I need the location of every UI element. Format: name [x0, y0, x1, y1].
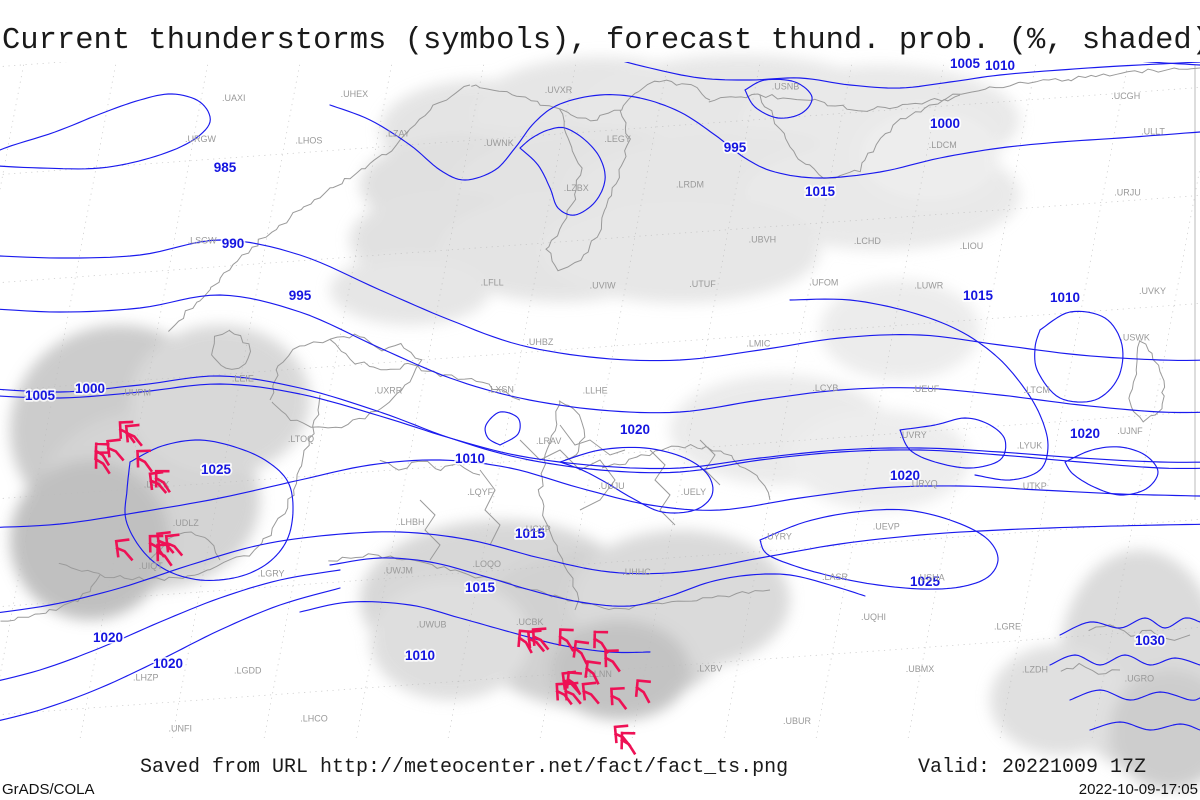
svg-text:.UGRO: .UGRO: [1125, 673, 1155, 683]
svg-text:.LGDD: .LGDD: [234, 666, 262, 676]
svg-text:.UAXI: .UAXI: [222, 93, 246, 103]
svg-text:.UUJU: .UUJU: [598, 481, 625, 491]
svg-text:.LMIC: .LMIC: [746, 339, 771, 349]
svg-text:Valid: 20221009 17Z: Valid: 20221009 17Z: [918, 756, 1146, 779]
svg-text:1020: 1020: [620, 422, 650, 437]
svg-text:.URYQ: .URYQ: [909, 478, 937, 488]
svg-text:.UWUB: .UWUB: [417, 620, 447, 630]
svg-text:1020: 1020: [1070, 426, 1100, 441]
svg-text:.UQHI: .UQHI: [861, 612, 886, 622]
svg-text:.UELY: .UELY: [681, 487, 706, 497]
svg-text:.UVIW: .UVIW: [590, 281, 617, 291]
svg-text:1005: 1005: [25, 388, 56, 403]
svg-text:.LXBV: .LXBV: [697, 664, 723, 674]
svg-text:.UCBK: .UCBK: [516, 617, 544, 627]
svg-text:1015: 1015: [465, 580, 496, 595]
svg-text:.UVKY: .UVKY: [1139, 286, 1166, 296]
svg-text:1005: 1005: [950, 56, 981, 71]
svg-text:.UHBZ: .UHBZ: [526, 337, 554, 347]
svg-text:1020: 1020: [153, 656, 183, 671]
svg-text:.USNB: .USNB: [772, 82, 800, 92]
svg-text:.UHHC: .UHHC: [622, 567, 651, 577]
svg-text:985: 985: [214, 160, 237, 175]
svg-text:GrADS/COLA: GrADS/COLA: [2, 781, 95, 798]
svg-text:.UHEX: .UHEX: [341, 89, 369, 99]
svg-text:.LQYF: .LQYF: [467, 487, 494, 497]
svg-text:.UJNF: .UJNF: [1117, 426, 1143, 436]
svg-text:.UYRY: .UYRY: [765, 532, 792, 542]
svg-text:.LCHD: .LCHD: [854, 236, 882, 246]
svg-text:.URGW: .URGW: [185, 134, 217, 144]
svg-text:.URJU: .URJU: [1114, 187, 1141, 197]
svg-text:.UCGH: .UCGH: [1111, 91, 1140, 101]
svg-text:1010: 1010: [1050, 290, 1080, 305]
svg-text:.UIQT: .UIQT: [139, 561, 164, 571]
svg-text:.LIOU: .LIOU: [960, 241, 984, 251]
svg-text:.LUWR: .LUWR: [914, 281, 944, 291]
svg-text:.USWK: .USWK: [1120, 333, 1150, 343]
svg-text:.UVRY: .UVRY: [899, 430, 926, 440]
svg-text:.LGRE: .LGRE: [994, 622, 1021, 632]
svg-text:.UUPM: .UUPM: [122, 387, 151, 397]
svg-text:.UDLZ: .UDLZ: [173, 518, 200, 528]
svg-text:.UXRR: .UXRR: [374, 386, 403, 396]
svg-text:.LSGW: .LSGW: [188, 236, 218, 246]
svg-text:1010: 1010: [985, 58, 1015, 73]
svg-text:.LZAY: .LZAY: [386, 128, 410, 138]
svg-text:.UWNK: .UWNK: [484, 138, 514, 148]
svg-text:.UWJM: .UWJM: [383, 566, 413, 576]
svg-text:.LDCM: .LDCM: [929, 140, 957, 150]
svg-text:1015: 1015: [963, 288, 994, 303]
svg-text:.LZBX: .LZBX: [564, 183, 589, 193]
svg-text:.LGRY: .LGRY: [258, 569, 285, 579]
svg-text:990: 990: [222, 236, 245, 251]
svg-text:Current thunderstorms (symbols: Current thunderstorms (symbols), forecas…: [2, 24, 1200, 58]
svg-text:.LASR: .LASR: [822, 572, 849, 582]
svg-text:.LRDM: .LRDM: [676, 180, 704, 190]
svg-text:1000: 1000: [75, 381, 105, 396]
svg-text:.LTCM: .LTCM: [1024, 385, 1050, 395]
svg-text:.LFLL: .LFLL: [481, 278, 504, 288]
svg-text:.LHBH: .LHBH: [398, 517, 425, 527]
svg-text:1020: 1020: [93, 630, 123, 645]
svg-text:Saved from URL http://meteocen: Saved from URL http://meteocenter.net/fa…: [140, 756, 788, 779]
svg-text:.LLHE: .LLHE: [583, 386, 608, 396]
svg-text:1015: 1015: [805, 184, 836, 199]
svg-text:.ULLT: .ULLT: [1141, 127, 1165, 137]
svg-text:1025: 1025: [201, 462, 232, 477]
svg-text:.USHA: .USHA: [917, 573, 945, 583]
svg-text:.UTUF: .UTUF: [689, 279, 716, 289]
svg-text:.UFOM: .UFOM: [809, 278, 838, 288]
svg-text:.LEIE: .LEIE: [232, 374, 254, 384]
svg-text:1010: 1010: [455, 451, 485, 466]
svg-text:.LTOQ: .LTOQ: [288, 434, 314, 444]
svg-text:.UTKP: .UTKP: [1020, 481, 1047, 491]
svg-text:995: 995: [289, 288, 312, 303]
svg-text:.UBUR: .UBUR: [783, 716, 812, 726]
svg-text:.UBVH: .UBVH: [749, 235, 777, 245]
svg-text:.LCYB: .LCYB: [812, 383, 838, 393]
svg-text:1030: 1030: [1135, 633, 1165, 648]
svg-text:.LOQO: .LOQO: [473, 559, 502, 569]
svg-text:.LYUK: .LYUK: [1017, 441, 1042, 451]
svg-text:.LEGY: .LEGY: [604, 134, 631, 144]
svg-text:.LRAV: .LRAV: [536, 436, 561, 446]
svg-text:.LHCO: .LHCO: [300, 714, 328, 724]
svg-text:.LZDH: .LZDH: [1022, 664, 1048, 674]
svg-text:.LHOS: .LHOS: [295, 136, 322, 146]
svg-text:1010: 1010: [405, 648, 435, 663]
svg-text:995: 995: [724, 140, 747, 155]
svg-text:.UEVP: .UEVP: [873, 521, 900, 531]
svg-text:.UCXP: .UCXP: [523, 524, 551, 534]
svg-text:2022-10-09-17:05: 2022-10-09-17:05: [1079, 781, 1198, 798]
svg-text:.UVXR: .UVXR: [545, 85, 573, 95]
svg-text:.UEUF: .UEUF: [912, 384, 940, 394]
svg-text:.UBMX: .UBMX: [906, 664, 935, 674]
svg-text:1000: 1000: [930, 116, 960, 131]
svg-text:.LHZP: .LHZP: [133, 672, 159, 682]
svg-text:.UNFI: .UNFI: [169, 723, 193, 733]
svg-text:.LXSN: .LXSN: [488, 385, 514, 395]
